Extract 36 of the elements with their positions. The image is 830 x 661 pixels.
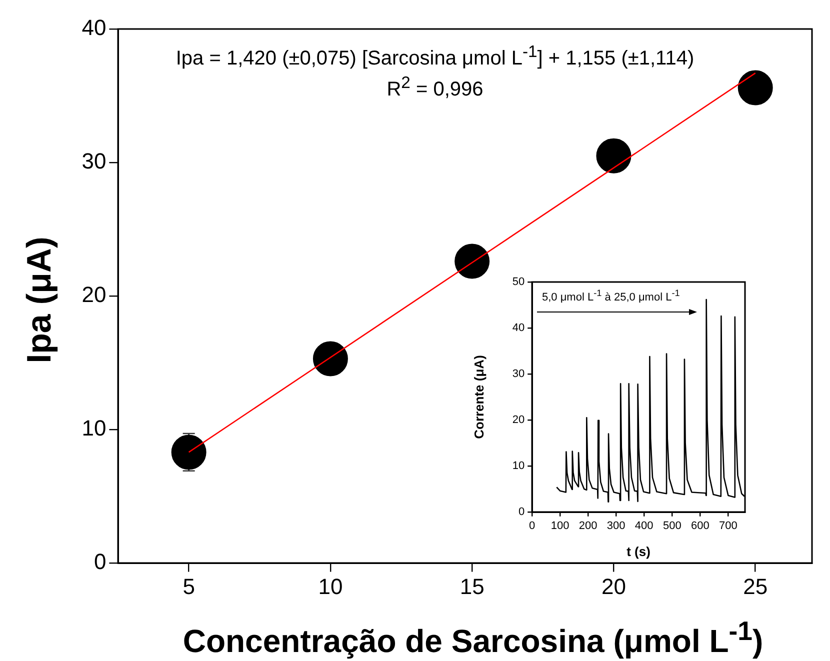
point xyxy=(454,244,490,279)
x-tick-label: 25 xyxy=(743,574,768,600)
y-tick-label: 30 xyxy=(82,148,106,174)
y-tick-label: 10 xyxy=(512,460,525,472)
x-tick-label: 500 xyxy=(662,520,682,532)
x-tick-label: 400 xyxy=(634,520,654,532)
x-tick-label: 15 xyxy=(460,574,484,600)
annotation: 5,0 μmol L$^{-1}$ à 25,0 μmol L$^{-1}$ xyxy=(542,288,680,304)
x-axis-title: Concentração de Sarcosina (μmol L$^{-1}$) xyxy=(182,616,764,660)
annotation: Ipa = 1,420 (±0,075) [Sarcosina μmol L$^{-1}$] + 1,155 (±1,114) xyxy=(174,41,696,71)
x-tick-label: 100 xyxy=(550,520,570,532)
x-tick-label: 10 xyxy=(318,574,343,600)
x-axis-title: t (s) xyxy=(626,544,650,559)
point xyxy=(171,434,206,470)
y-tick-label: 0 xyxy=(518,506,525,518)
x-tick-label: 700 xyxy=(719,520,738,532)
x-tick-label: 20 xyxy=(601,574,626,600)
annotation: R$^{2}$ = 0,996 xyxy=(386,72,484,102)
x-tick-label: 0 xyxy=(528,520,536,532)
y-tick-label: 20 xyxy=(82,282,106,308)
y-tick-label: 40 xyxy=(82,15,106,40)
point xyxy=(738,70,773,106)
point xyxy=(312,341,348,376)
x-tick-label: 300 xyxy=(606,520,626,532)
y-tick-label: 30 xyxy=(512,368,525,380)
y-tick-label: 0 xyxy=(94,549,106,574)
x-tick-label: 600 xyxy=(690,520,710,532)
y-tick-label: 40 xyxy=(512,322,525,334)
y-axis-title: Corrente (μA) xyxy=(471,355,486,439)
y-tick-label: 10 xyxy=(82,416,106,441)
y-tick-label: 50 xyxy=(512,276,525,288)
x-tick-label: 200 xyxy=(578,520,598,532)
x-tick-label: 5 xyxy=(182,574,195,600)
y-tick-label: 20 xyxy=(512,414,525,426)
point xyxy=(596,138,632,174)
y-axis-title: Ipa (μA) xyxy=(20,236,60,364)
